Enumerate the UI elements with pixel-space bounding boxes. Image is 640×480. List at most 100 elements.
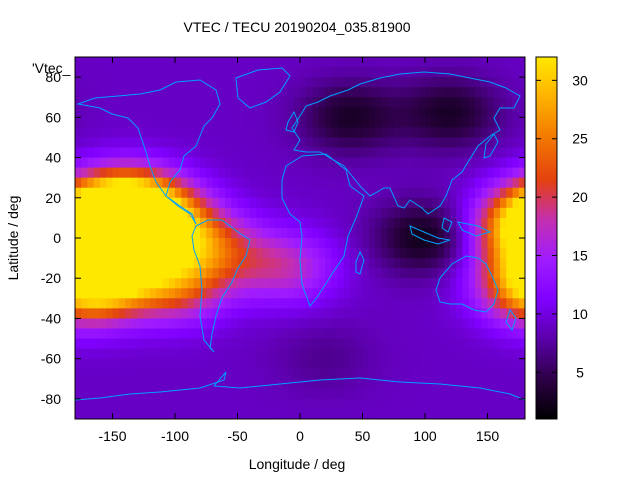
heatmap-cell — [375, 348, 382, 360]
heatmap-cell — [293, 268, 301, 279]
heatmap-cell — [281, 177, 289, 189]
heatmap-cell — [200, 288, 207, 299]
heatmap-cell — [218, 248, 226, 259]
heatmap-cell — [100, 328, 107, 340]
heatmap-cell — [112, 348, 120, 360]
heatmap-cell — [518, 248, 525, 259]
heatmap-cell — [393, 258, 401, 269]
heatmap-cell — [518, 288, 525, 299]
heatmap-cell — [81, 358, 89, 370]
heatmap-cell — [131, 147, 139, 159]
heatmap-cell — [318, 328, 326, 340]
heatmap-cell — [131, 258, 139, 269]
heatmap-cell — [512, 97, 520, 108]
heatmap-cell — [143, 368, 151, 380]
heatmap-cell — [475, 87, 482, 98]
heatmap-cell — [400, 288, 407, 299]
heatmap-cell — [275, 227, 282, 239]
heatmap-cell — [312, 137, 320, 149]
heatmap-cell — [475, 298, 482, 309]
heatmap-cell — [225, 248, 232, 259]
coastline-greenland — [235, 67, 291, 109]
heatmap-cell — [425, 147, 432, 159]
heatmap-cell — [468, 318, 476, 330]
heatmap-cell — [250, 167, 257, 179]
heatmap-cell — [443, 318, 451, 330]
heatmap-cell — [337, 67, 345, 78]
heatmap-cell — [331, 67, 339, 78]
heatmap-cell — [487, 408, 495, 419]
heatmap-cell — [400, 388, 407, 400]
heatmap-cell — [493, 67, 501, 78]
heatmap-cell — [387, 147, 395, 159]
heatmap-cell — [125, 248, 132, 259]
heatmap-cell — [506, 268, 514, 279]
heatmap-cell — [112, 388, 120, 400]
heatmap-cell — [500, 87, 507, 98]
heatmap-cell — [475, 117, 482, 128]
heatmap-cell — [162, 368, 170, 380]
heatmap-cell — [300, 378, 307, 390]
heatmap-cell — [225, 358, 232, 370]
heatmap-cell — [400, 187, 407, 199]
heatmap-cell — [200, 378, 207, 390]
heatmap-cell — [243, 167, 251, 179]
heatmap-cell — [381, 137, 389, 149]
heatmap-cell — [293, 318, 301, 330]
heatmap-cell — [356, 217, 364, 229]
heatmap-cell — [462, 268, 470, 279]
heatmap-cell — [87, 147, 95, 159]
heatmap-cells — [75, 57, 525, 419]
heatmap-cell — [175, 258, 182, 269]
heatmap-cell — [375, 127, 382, 139]
heatmap-cell — [143, 147, 151, 159]
heatmap-cell — [318, 107, 326, 118]
heatmap-cell — [293, 77, 301, 88]
heatmap-cell — [406, 67, 414, 78]
heatmap-cell — [181, 127, 189, 139]
heatmap-cell — [406, 378, 414, 390]
heatmap-cell — [262, 207, 270, 219]
heatmap-cell — [456, 408, 464, 419]
heatmap-cell — [187, 157, 195, 169]
heatmap-cell — [406, 187, 414, 199]
heatmap-cell — [131, 408, 139, 419]
heatmap-cell — [106, 358, 114, 370]
heatmap-cell — [381, 378, 389, 390]
heatmap-cell — [400, 227, 407, 239]
heatmap-cell — [518, 107, 525, 118]
heatmap-cell — [112, 187, 120, 199]
heatmap-cell — [193, 217, 201, 229]
heatmap-cell — [368, 127, 376, 139]
heatmap-cell — [181, 87, 189, 98]
heatmap-cell — [500, 187, 507, 199]
heatmap-cell — [187, 107, 195, 118]
heatmap-cell — [181, 288, 189, 299]
heatmap-cell — [475, 278, 482, 289]
heatmap-cell — [218, 328, 226, 340]
heatmap-cell — [487, 67, 495, 78]
heatmap-cell — [462, 137, 470, 149]
heatmap-cell — [187, 408, 195, 419]
heatmap-cell — [275, 318, 282, 330]
heatmap-cell — [518, 378, 525, 390]
heatmap-cell — [125, 117, 132, 128]
heatmap-cell — [93, 157, 101, 169]
heatmap-cell — [337, 328, 345, 340]
heatmap-cell — [75, 157, 82, 169]
heatmap-cell — [237, 268, 245, 279]
heatmap-cell — [181, 57, 189, 68]
heatmap-cell — [500, 378, 507, 390]
heatmap-cell — [125, 298, 132, 309]
heatmap-cell — [256, 157, 264, 169]
heatmap-cell — [331, 348, 339, 360]
heatmap-cell — [125, 157, 132, 169]
heatmap-cell — [356, 127, 364, 139]
heatmap-cell — [400, 207, 407, 219]
heatmap-cell — [393, 388, 401, 400]
heatmap-cell — [118, 217, 126, 229]
heatmap-cell — [150, 227, 157, 239]
heatmap-cell — [181, 338, 189, 350]
heatmap-cell — [156, 197, 164, 209]
heatmap-cell — [506, 117, 514, 128]
